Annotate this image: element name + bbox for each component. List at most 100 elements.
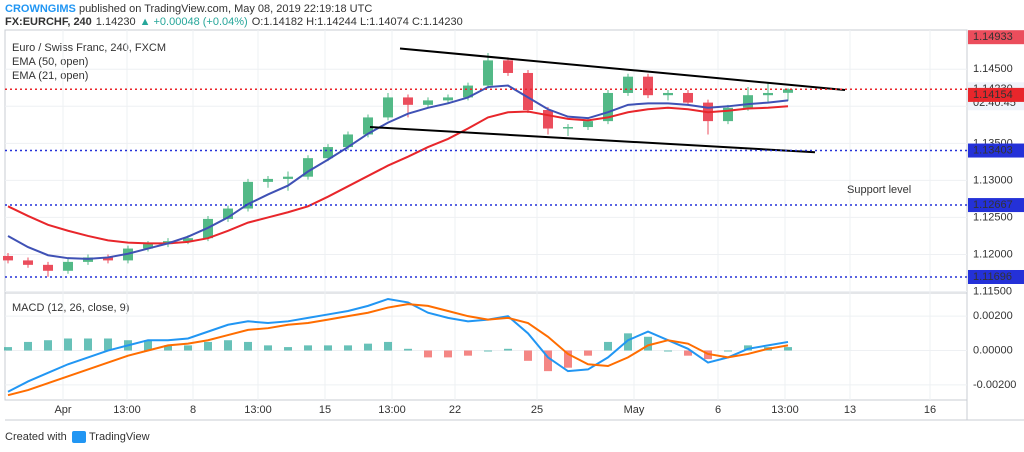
histogram-bar [344, 345, 352, 351]
published: published on TradingView.com, May 08, 20… [76, 3, 372, 15]
histogram-bar [684, 350, 692, 356]
footer-created: Created with [5, 431, 67, 443]
candle-body [503, 60, 513, 73]
candle-body [383, 97, 393, 118]
candle-body [243, 181, 253, 209]
histogram-bar [44, 340, 52, 351]
indicator-line [7, 297, 789, 393]
histogram-bar [504, 348, 512, 351]
histogram-bar [264, 345, 272, 351]
logo [72, 431, 86, 443]
candle-body [443, 97, 453, 101]
x-tick-label: 25 [531, 404, 543, 416]
last-price: 1.14230 [96, 16, 136, 28]
histogram-bar [104, 338, 112, 351]
author: CROWNGIMS [5, 3, 76, 15]
main-title: Euro / Swiss Franc, 240, FXCM [12, 42, 166, 54]
histogram-bar [604, 341, 612, 351]
histogram-bar [644, 336, 652, 351]
histogram-bar [284, 347, 292, 351]
price-label: 1.11696 [973, 271, 1012, 283]
indicator-line [7, 303, 789, 397]
candle-body [423, 100, 433, 105]
histogram-bar [444, 350, 452, 358]
y-tick-label: 1.14500 [973, 63, 1013, 75]
x-tick-label: 6 [715, 404, 721, 416]
footer-brand[interactable]: TradingView [89, 431, 150, 443]
y-tick-label: 1.12500 [973, 211, 1013, 223]
histogram-bar [4, 347, 12, 351]
indicator-line [7, 84, 789, 260]
change: ▲ +0.00048 (+0.04%) [140, 16, 248, 28]
candle-body [683, 92, 693, 103]
candle-body [303, 158, 313, 177]
x-tick-label: 13:00 [113, 404, 141, 416]
macd-title: MACD (12, 26, close, 9) [12, 302, 129, 314]
candle-body [723, 107, 733, 122]
price-label: 1.14154 [973, 89, 1013, 101]
candle-body [783, 89, 793, 93]
histogram-bar [544, 350, 552, 372]
histogram-bar [164, 345, 172, 351]
histogram-bar [624, 333, 632, 351]
candle-body [483, 60, 493, 86]
candle-body [463, 85, 473, 98]
histogram-bar [724, 350, 732, 352]
histogram-bar [664, 350, 672, 352]
candle-body [103, 257, 113, 261]
candle-body [663, 92, 673, 96]
histogram-bar [564, 350, 572, 368]
candle-body [543, 110, 553, 129]
candle-body [523, 72, 533, 111]
candle-body [363, 117, 373, 135]
x-tick-label: 13 [844, 404, 856, 416]
legend-entry: EMA (50, open) [12, 56, 88, 68]
histogram-bar [144, 340, 152, 351]
x-tick-label: 13:00 [244, 404, 272, 416]
trendline [399, 47, 846, 92]
y-tick-label: 1.12000 [973, 248, 1013, 260]
histogram-bar [224, 340, 232, 351]
x-tick-label: Apr [54, 404, 71, 416]
candle-body [643, 76, 653, 96]
price-label-bg [968, 30, 1024, 45]
candle-body [263, 178, 273, 182]
histogram-bar [84, 338, 92, 351]
x-tick-label: 16 [924, 404, 936, 416]
header-line1: CROWNGIMS published on TradingView.com, … [5, 3, 372, 15]
histogram-bar [524, 350, 532, 361]
candle-body [623, 76, 633, 93]
y-tick-label: 1.13000 [973, 174, 1013, 186]
candle-body [763, 92, 773, 96]
price-label-bg [968, 87, 1024, 102]
candle-body [23, 260, 33, 265]
y-tick-label: 0.00200 [973, 310, 1013, 322]
y-tick-label: 0.00000 [973, 344, 1013, 356]
candle-body [583, 121, 593, 128]
ohlc: O:1.14182 H:1.14244 L:1.14074 C:1.14230 [252, 16, 463, 28]
candle-body [3, 255, 13, 261]
symbol: FX:EURCHF, 240 [5, 16, 92, 28]
x-tick-label: 13:00 [771, 404, 799, 416]
histogram-bar [364, 343, 372, 351]
x-tick-label: May [624, 404, 645, 416]
histogram-bar [424, 350, 432, 358]
price-label-bg [968, 143, 1024, 158]
histogram-bar [384, 341, 392, 351]
candle-body [283, 176, 293, 179]
histogram-bar [304, 345, 312, 351]
price-label-bg [968, 269, 1024, 284]
candle-body [63, 261, 73, 271]
histogram-bar [584, 350, 592, 356]
y-tick-label: -0.00200 [973, 379, 1016, 391]
x-tick-label: 15 [319, 404, 331, 416]
histogram-bar [464, 350, 472, 356]
x-tick-label: 13:00 [378, 404, 406, 416]
annotation: Support level [847, 184, 911, 196]
candle-body [403, 97, 413, 105]
legend-entry: EMA (21, open) [12, 70, 88, 82]
candle-body [343, 134, 353, 148]
histogram-bar [24, 341, 32, 351]
